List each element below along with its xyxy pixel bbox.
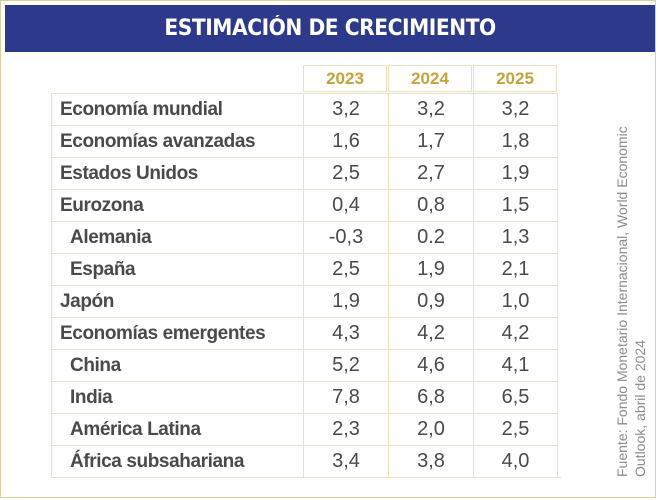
value-cell-2025: 1,3 xyxy=(473,221,558,253)
row-label: Economías avanzadas xyxy=(51,125,303,157)
value-cell-2025: 3,2 xyxy=(473,93,558,125)
table-row: Alemania -0,3 0.2 1,3 xyxy=(51,221,561,253)
value-cell-2023: 1,6 xyxy=(303,125,388,157)
value-cell-2023: 2,3 xyxy=(303,413,388,445)
value-cell-2025: 1,9 xyxy=(473,157,558,189)
value-cell-2024: 2,7 xyxy=(388,157,473,189)
value-cell-2025: 4,1 xyxy=(473,349,558,381)
value-cell-2024: 1,9 xyxy=(388,253,473,285)
table-row: India 7,8 6,8 6,5 xyxy=(51,381,561,413)
value-cell-2025: 1,5 xyxy=(473,189,558,221)
row-label: China xyxy=(51,349,303,381)
value-cell-2025: 6,5 xyxy=(473,381,558,413)
value-cell-2024: 0.2 xyxy=(388,221,473,253)
table-row: África subsahariana 3,4 3,8 4,0 xyxy=(51,445,561,477)
source-note: Fuente: Fondo Monetario Internacional, W… xyxy=(613,77,649,477)
value-cell-2023: 2,5 xyxy=(303,157,388,189)
year-header-2023: 2023 xyxy=(303,65,387,92)
row-label: Economía mundial xyxy=(51,93,303,125)
table-row: Economías avanzadas 1,6 1,7 1,8 xyxy=(51,125,561,157)
row-label: Estados Unidos xyxy=(51,157,303,189)
title-banner: ESTIMACIÓN DE CRECIMIENTO xyxy=(5,5,655,52)
table-bottom-border xyxy=(51,477,561,478)
value-cell-2025: 2,1 xyxy=(473,253,558,285)
value-cell-2023: 5,2 xyxy=(303,349,388,381)
value-cell-2023: 7,8 xyxy=(303,381,388,413)
table-row: Eurozona 0,4 0,8 1,5 xyxy=(51,189,561,221)
row-label: Eurozona xyxy=(51,189,303,221)
row-label: América Latina xyxy=(51,413,303,445)
value-cell-2024: 0,9 xyxy=(388,285,473,317)
year-header-2025: 2025 xyxy=(473,65,557,92)
value-cell-2024: 4,2 xyxy=(388,317,473,349)
value-cell-2023: 3,4 xyxy=(303,445,388,477)
value-cell-2025: 1,8 xyxy=(473,125,558,157)
value-cell-2023: -0,3 xyxy=(303,221,388,253)
table-row: América Latina 2,3 2,0 2,5 xyxy=(51,413,561,445)
row-label: India xyxy=(51,381,303,413)
table-row: Economías emergentes 4,3 4,2 4,2 xyxy=(51,317,561,349)
value-cell-2023: 3,2 xyxy=(303,93,388,125)
table-title: ESTIMACIÓN DE CRECIMIENTO xyxy=(164,16,496,41)
row-label: Japón xyxy=(51,285,303,317)
value-cell-2024: 3,8 xyxy=(388,445,473,477)
value-cell-2023: 4,3 xyxy=(303,317,388,349)
value-cell-2025: 4,2 xyxy=(473,317,558,349)
table-row: Estados Unidos 2,5 2,7 1,9 xyxy=(51,157,561,189)
row-label: Alemania xyxy=(51,221,303,253)
value-cell-2024: 3,2 xyxy=(388,93,473,125)
table-row: China 5,2 4,6 4,1 xyxy=(51,349,561,381)
value-cell-2024: 2,0 xyxy=(388,413,473,445)
table-row: Japón 1,9 0,9 1,0 xyxy=(51,285,561,317)
table-row: Economía mundial 3,2 3,2 3,2 xyxy=(51,93,561,125)
year-header-2024: 2024 xyxy=(388,65,472,92)
value-cell-2024: 4,6 xyxy=(388,349,473,381)
value-cell-2023: 0,4 xyxy=(303,189,388,221)
row-label: Economías emergentes xyxy=(51,317,303,349)
value-cell-2023: 2,5 xyxy=(303,253,388,285)
source-line-2: Outlook, abril de 2024 xyxy=(632,340,648,477)
value-cell-2024: 6,8 xyxy=(388,381,473,413)
value-cell-2023: 1,9 xyxy=(303,285,388,317)
row-label: África subsahariana xyxy=(51,445,303,477)
table-row: España 2,5 1,9 2,1 xyxy=(51,253,561,285)
value-cell-2025: 2,5 xyxy=(473,413,558,445)
value-cell-2025: 4,0 xyxy=(473,445,558,477)
value-cell-2025: 1,0 xyxy=(473,285,558,317)
value-cell-2024: 1,7 xyxy=(388,125,473,157)
row-label: España xyxy=(51,253,303,285)
source-line-1: Fuente: Fondo Monetario Internacional, W… xyxy=(614,126,630,477)
value-cell-2024: 0,8 xyxy=(388,189,473,221)
